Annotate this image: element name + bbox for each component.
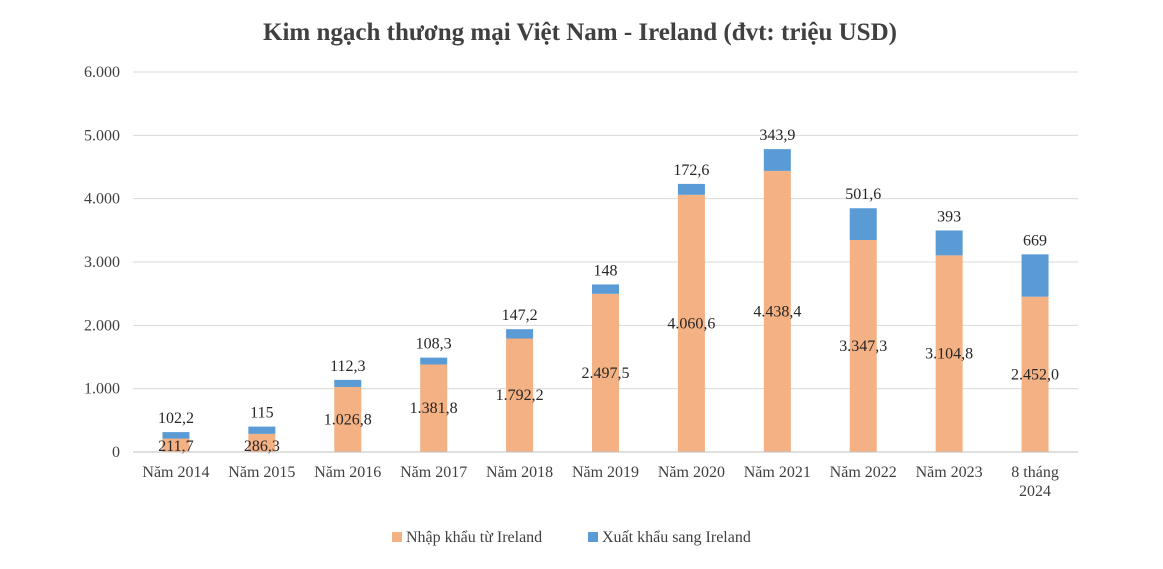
x-category-label: 2024	[1019, 483, 1051, 500]
x-category-label: Năm 2018	[486, 464, 553, 481]
data-label-export: 112,3	[330, 358, 365, 375]
bar-import	[1021, 296, 1049, 452]
y-axis-tick-labels: 0 1.000 2.000 3.000 4.000 5.000 6.000	[84, 64, 120, 461]
bar-import	[677, 194, 705, 452]
data-label-import: 3.347,3	[839, 338, 887, 355]
data-label-import: 1.792,2	[496, 387, 544, 404]
x-axis-category-labels: Năm 2014 Năm 2015 Năm 2016 Năm 2017 Năm 2018…	[142, 464, 1058, 500]
legend-label-export: Xuất khẩu sang Ireland	[602, 529, 751, 546]
data-label-import: 1.381,8	[410, 400, 458, 417]
data-label-import: 2.452,0	[1011, 366, 1059, 383]
bar-export	[763, 149, 791, 171]
data-label-import: 4.438,4	[753, 303, 801, 320]
data-label-import: 2.497,5	[582, 365, 630, 382]
data-label-export: 148	[594, 262, 618, 279]
data-label-export: 108,3	[416, 336, 452, 353]
bar-export	[162, 432, 190, 439]
data-label-import: 211,7	[158, 438, 193, 455]
data-label-import: 4.060,6	[667, 315, 715, 332]
legend: Nhập khẩu từ Ireland Xuất khẩu sang Irel…	[392, 529, 751, 546]
data-labels: 211,7 102,2 286,3 115 1.026,8 112,3 1.381,8 108…	[158, 127, 1059, 455]
x-category-label: Năm 2014	[142, 464, 209, 481]
bar-export	[506, 329, 534, 339]
y-tick-label: 4.000	[84, 191, 120, 208]
legend-label-import: Nhập khẩu từ Ireland	[406, 529, 542, 546]
data-label-export: 102,2	[158, 410, 194, 427]
bar-import	[248, 433, 276, 452]
bar-import	[334, 386, 362, 452]
y-tick-label: 6.000	[84, 64, 120, 81]
bar-export	[1021, 254, 1049, 297]
data-label-import: 3.104,8	[925, 346, 973, 363]
y-tick-label: 3.000	[84, 254, 120, 271]
x-category-label: Năm 2021	[744, 464, 811, 481]
y-tick-label: 5.000	[84, 127, 120, 144]
data-label-import: 286,3	[244, 438, 280, 455]
bar-import	[763, 170, 791, 452]
data-label-export: 115	[250, 405, 273, 422]
x-category-label: Năm 2020	[658, 464, 725, 481]
x-category-label: Năm 2017	[400, 464, 467, 481]
data-label-export: 393	[937, 208, 961, 225]
bar-import	[420, 364, 448, 452]
bar-import	[849, 240, 877, 452]
bar-export	[592, 284, 619, 294]
gridlines	[133, 71, 1078, 390]
chart-title: Kim ngạch thương mại Việt Nam - Ireland …	[263, 19, 897, 46]
x-category-label: Năm 2022	[830, 464, 897, 481]
y-tick-label: 0	[112, 444, 120, 461]
bar-import	[506, 338, 534, 452]
bar-export	[677, 183, 705, 195]
bar-import	[935, 255, 963, 452]
data-label-import: 1.026,8	[324, 411, 372, 428]
legend-swatch-import	[392, 532, 402, 542]
x-category-label: Năm 2019	[572, 464, 639, 481]
bar-export	[248, 426, 276, 434]
data-label-export: 669	[1023, 232, 1047, 249]
x-category-label: Năm 2023	[916, 464, 983, 481]
y-tick-label: 2.000	[84, 317, 120, 334]
legend-swatch-export	[588, 532, 598, 542]
data-label-export: 343,9	[759, 127, 795, 144]
data-label-export: 172,6	[673, 162, 709, 179]
bar-export	[935, 230, 963, 256]
data-label-export: 147,2	[502, 307, 538, 324]
bar-export	[334, 379, 362, 387]
bars	[162, 149, 1049, 452]
data-label-export: 501,6	[845, 186, 881, 203]
y-tick-label: 1.000	[84, 381, 120, 398]
bar-export	[420, 357, 448, 365]
x-category-label: Năm 2015	[228, 464, 295, 481]
bar-export	[849, 208, 877, 241]
bar-import	[592, 293, 619, 452]
x-category-label: 8 tháng	[1011, 464, 1059, 481]
bar-import	[162, 438, 190, 452]
x-category-label: Năm 2016	[314, 464, 381, 481]
